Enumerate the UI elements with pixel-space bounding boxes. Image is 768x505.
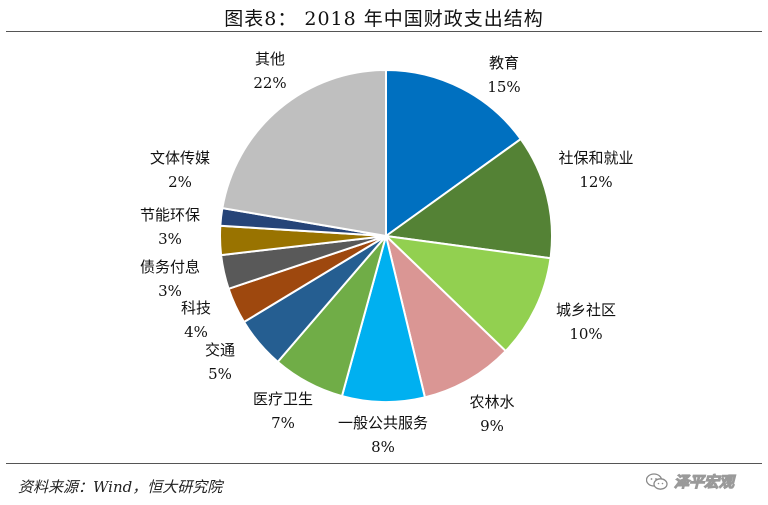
slice-label-9: 债务付息 xyxy=(140,258,200,276)
title-divider xyxy=(6,31,762,32)
pie-slice-12 xyxy=(221,68,387,238)
wechat-icon xyxy=(646,472,668,490)
slice-label-5: 一般公共服务 xyxy=(338,414,428,432)
pie-slice-3 xyxy=(383,234,552,353)
slice-label-4: 农林水 xyxy=(469,393,514,411)
slice-percent-6: 7% xyxy=(271,414,295,432)
watermark: 泽平宏观 xyxy=(646,471,735,492)
footer-divider xyxy=(6,463,762,464)
slice-percent-1: 15% xyxy=(487,78,520,96)
slice-label-7: 交通 xyxy=(205,341,235,359)
slice-label-10: 节能环保 xyxy=(140,206,200,224)
page-title: 图表8： 2018 年中国财政支出结构 xyxy=(224,8,544,30)
slice-label-12: 其他 xyxy=(255,50,285,68)
pie-slice-1 xyxy=(385,68,523,238)
slice-percent-9: 3% xyxy=(158,282,182,300)
slice-percent-3: 10% xyxy=(569,325,602,343)
slice-label-11: 文体传媒 xyxy=(150,149,210,167)
slice-label-8: 科技 xyxy=(181,299,211,317)
pie-chart: 教育 15% 社保和就业 12% 城乡社区 10% 农林水 9% 一般公共服务 8% 医疗卫生 7% 交… xyxy=(140,50,634,456)
pie-slice-2 xyxy=(383,137,553,260)
slice-label-6: 医疗卫生 xyxy=(253,390,313,408)
slice-percent-12: 22% xyxy=(253,74,286,92)
slice-percent-8: 4% xyxy=(184,323,208,341)
pie-labels: 教育 15% 社保和就业 12% 城乡社区 10% 农林水 9% 一般公共服务 8% 医疗卫生 7% 交… xyxy=(140,50,634,456)
slice-label-2: 社保和就业 xyxy=(558,149,633,167)
slice-percent-2: 12% xyxy=(579,173,612,191)
source-note: 资料来源：Wind，恒大研究院 xyxy=(18,478,223,496)
slice-percent-11: 2% xyxy=(168,173,192,191)
slice-percent-7: 5% xyxy=(208,365,232,383)
pie-slices xyxy=(219,68,553,403)
slice-percent-5: 8% xyxy=(371,438,395,456)
slice-label-1: 教育 xyxy=(489,54,519,72)
slice-label-3: 城乡社区 xyxy=(556,301,616,319)
watermark-text: 泽平宏观 xyxy=(673,473,735,492)
slice-percent-10: 3% xyxy=(158,230,182,248)
slice-percent-4: 9% xyxy=(480,417,504,435)
